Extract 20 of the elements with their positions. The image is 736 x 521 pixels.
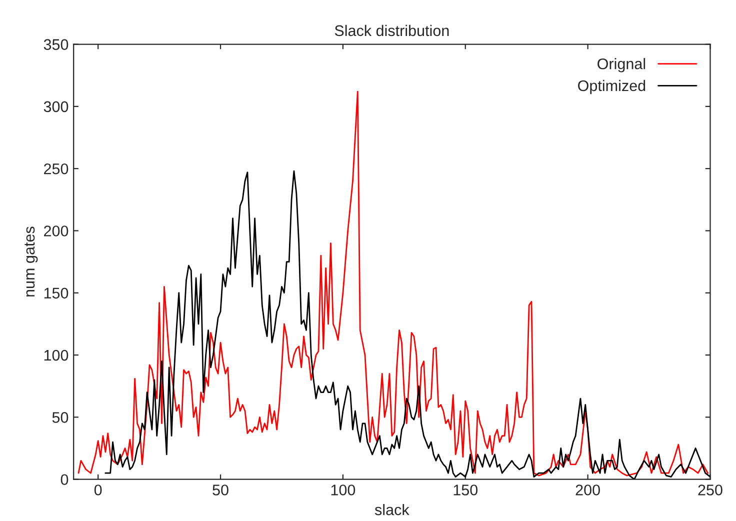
y-tick-label: 250 [44, 163, 68, 174]
chart-title: Slack distribution [334, 24, 449, 36]
line-series [104, 170, 710, 480]
x-tick-label: 50 [212, 484, 228, 496]
x-axis-title: slack [374, 504, 410, 516]
y-tick-label: 150 [44, 288, 68, 299]
y-tick-label: 300 [44, 101, 68, 112]
y-tick-label: 100 [44, 350, 68, 361]
x-tick-label: 0 [94, 484, 102, 496]
x-tick-label: 100 [331, 484, 356, 496]
x-tick-label: 200 [576, 484, 600, 496]
legend-label: Orignal [598, 58, 646, 72]
x-tick-label: 150 [454, 484, 478, 496]
x-tick-label: 250 [698, 484, 722, 496]
y-tick-label: 0 [60, 474, 68, 486]
legend-label: Optimized [578, 80, 646, 94]
y-tick-label: 50 [52, 412, 68, 423]
y-axis-title: num gates [24, 226, 38, 296]
y-tick-label: 350 [44, 39, 68, 50]
y-tick-label: 200 [44, 226, 68, 236]
